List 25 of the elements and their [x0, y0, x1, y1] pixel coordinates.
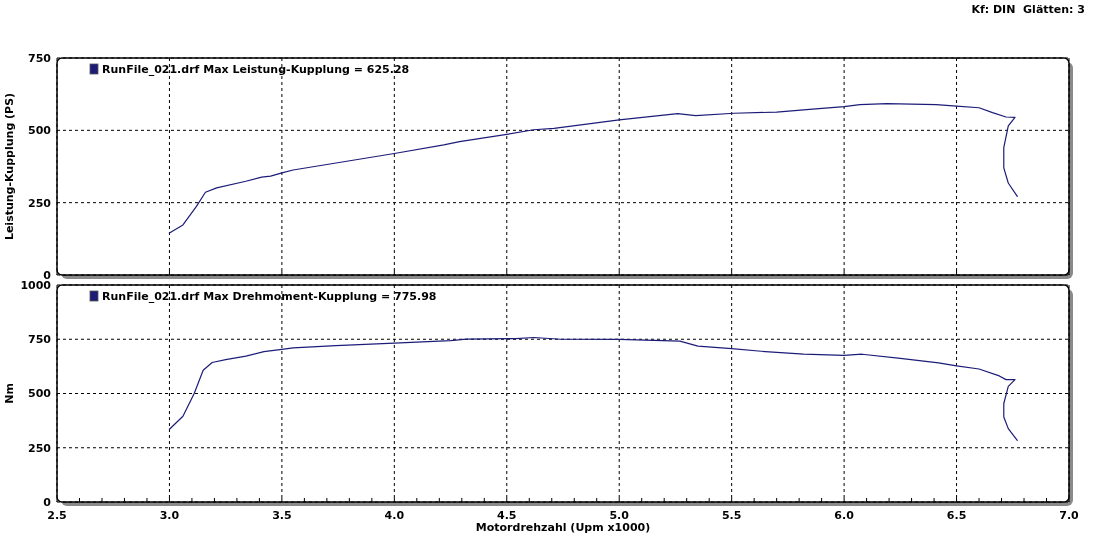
legend-label: RunFile_021.drf Max Drehmoment-Kupplung = 775.98	[102, 289, 437, 303]
x-tick-label: 2.5	[47, 509, 67, 522]
x-tick-label: 4.0	[384, 509, 405, 522]
y-tick-label: 500	[28, 387, 52, 401]
y-tick-label: 0	[43, 495, 52, 509]
y-tick-label: 750	[28, 333, 52, 347]
x-tick-label: 5.5	[721, 509, 742, 522]
x-tick-label: 4.5	[497, 509, 517, 522]
x-tick-label: 6.5	[946, 509, 967, 522]
legend-label: RunFile_021.drf Max Leistung-Kupplung = 625.28	[102, 62, 410, 76]
x-axis-title: Motordrehzahl (Upm x1000)	[475, 521, 651, 534]
x-tick-label: 3.0	[159, 509, 180, 522]
line-series	[168, 103, 1018, 234]
y-tick-label: 250	[28, 441, 52, 455]
text: Kf: DIN Glätten: 3	[971, 3, 1085, 16]
x-tick-label: 5.0	[609, 509, 630, 522]
y-tick-label: 500	[28, 124, 52, 138]
y-axis-title: Nm	[3, 383, 16, 404]
x-tick-label: 3.5	[272, 509, 292, 522]
y-tick-label: 750	[28, 51, 52, 65]
y-axis-title: Leistung-Kupplung (PS)	[3, 92, 16, 241]
line-series	[168, 336, 1018, 441]
x-tick-label: 6.0	[834, 509, 855, 522]
y-tick-label: 250	[28, 196, 52, 210]
x-tick-label: 7.0	[1059, 509, 1080, 522]
